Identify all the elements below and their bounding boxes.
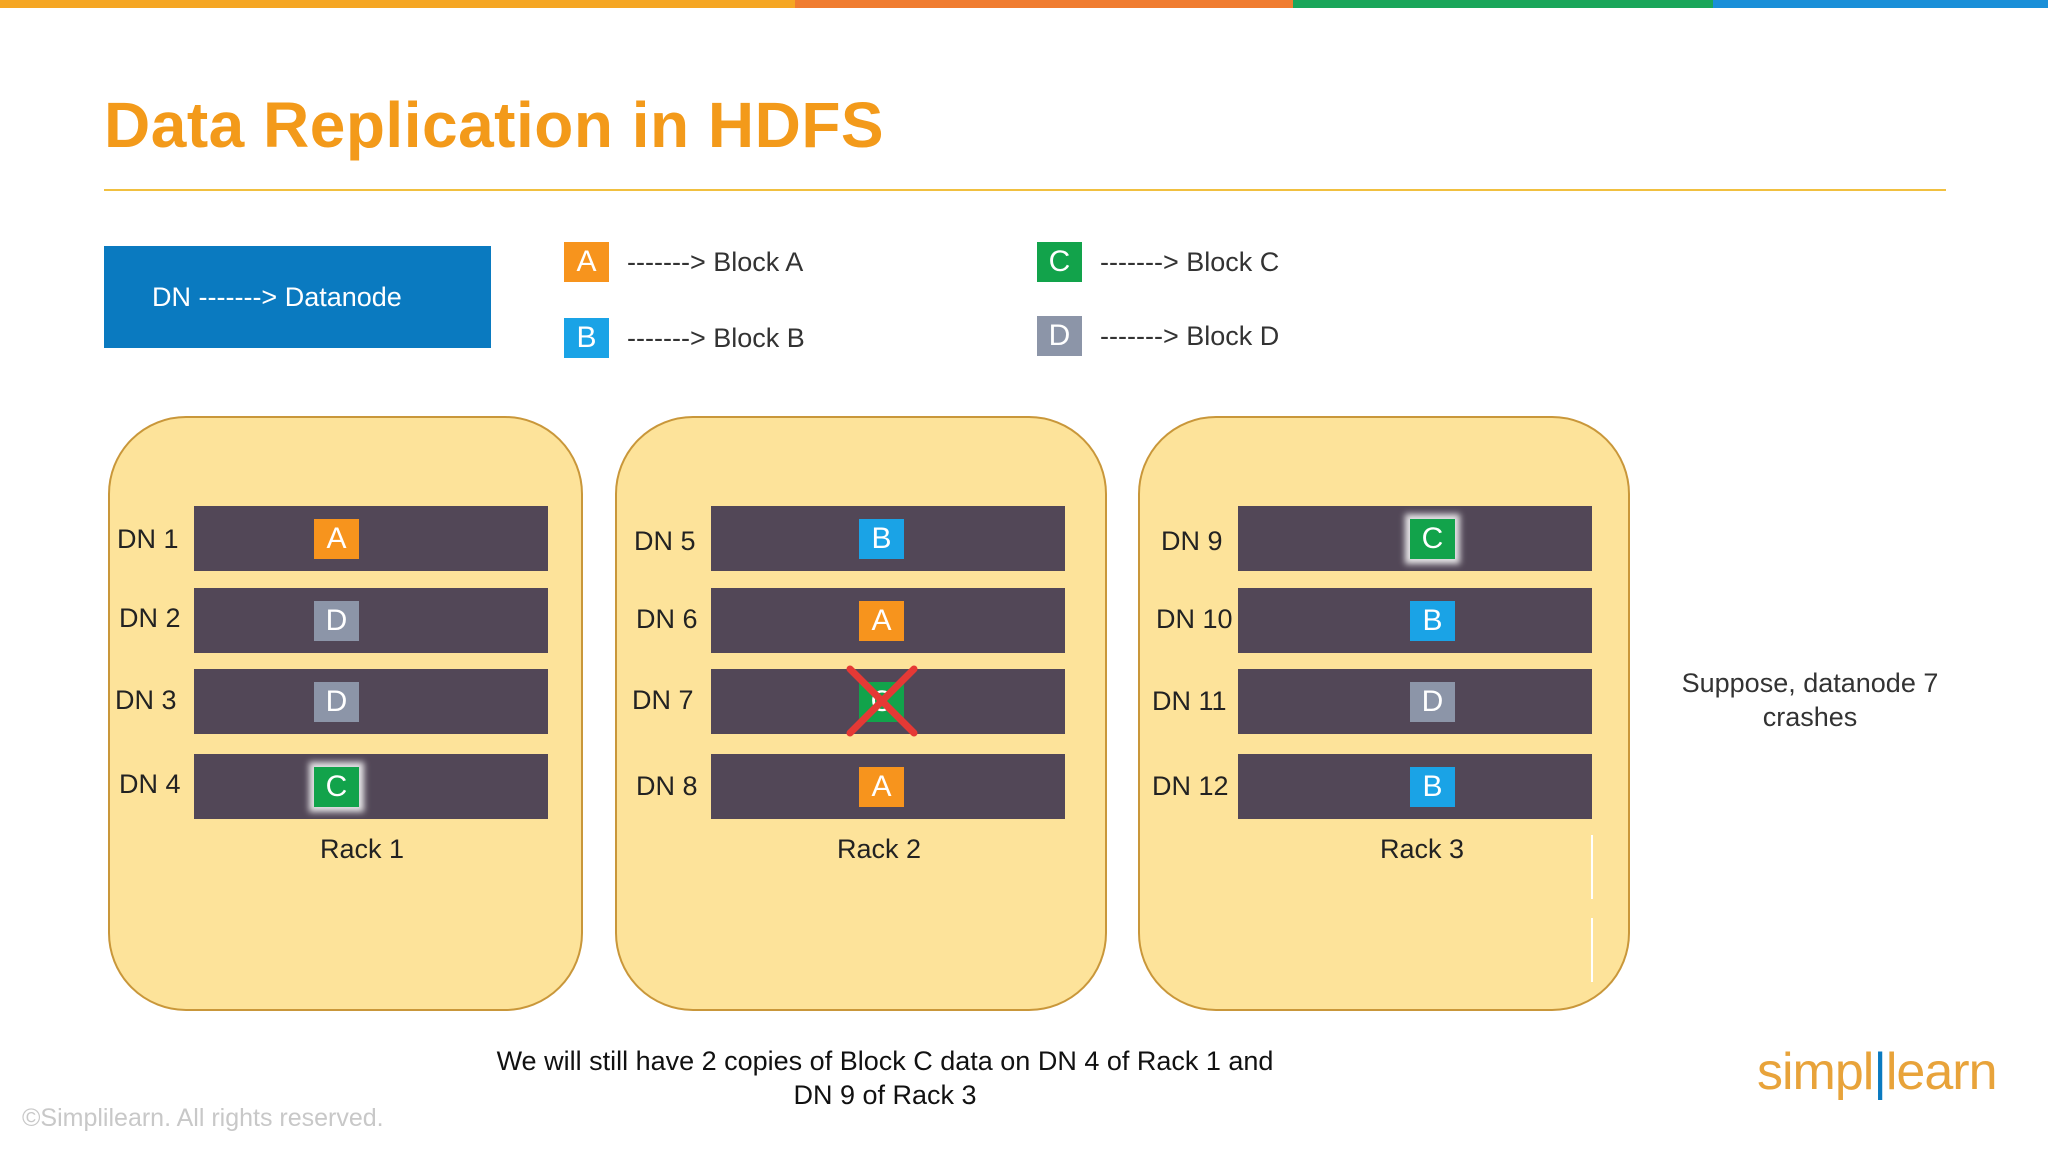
node-label-dn4: DN 4 bbox=[119, 769, 181, 799]
block-c-highlighted: C bbox=[1410, 519, 1455, 559]
rack-label-2: Rack 2 bbox=[836, 834, 922, 864]
node-label-dn10: DN 10 bbox=[1156, 604, 1233, 634]
logo-part-2: learn bbox=[1885, 1043, 1998, 1101]
legend-key-d: D -------> Block D bbox=[1037, 316, 1279, 356]
top-color-bar bbox=[0, 0, 2048, 8]
crash-x-icon bbox=[846, 665, 918, 737]
legend-key-b: B -------> Block B bbox=[564, 318, 805, 358]
legend-block-b: B bbox=[564, 318, 609, 358]
datanode-dn1: A bbox=[194, 506, 548, 571]
datanode-dn10: B bbox=[1238, 588, 1592, 653]
datanode-dn3: D bbox=[194, 669, 548, 734]
logo-i-mark: | bbox=[1873, 1043, 1886, 1101]
block-a: A bbox=[859, 601, 904, 641]
datanode-dn7: C bbox=[711, 665, 1065, 737]
bottom-note-line-2: DN 9 of Rack 3 bbox=[793, 1080, 977, 1110]
node-label-dn11: DN 11 bbox=[1152, 686, 1227, 716]
legend-key-c-text: -------> Block C bbox=[1100, 246, 1280, 277]
rack-label-3: Rack 3 bbox=[1379, 834, 1465, 864]
block-b: B bbox=[859, 519, 904, 559]
legend-block-c: C bbox=[1037, 242, 1082, 282]
node-label-dn12: DN 12 bbox=[1152, 771, 1229, 801]
rack-3-edge-mark bbox=[1591, 835, 1593, 899]
node-label-dn5: DN 5 bbox=[634, 526, 696, 556]
node-label-dn9: DN 9 bbox=[1161, 526, 1223, 556]
block-a: A bbox=[314, 519, 359, 559]
rack-3-edge-mark bbox=[1591, 918, 1593, 982]
node-label-dn6: DN 6 bbox=[636, 604, 698, 634]
bottom-note-line-1: We will still have 2 copies of Block C d… bbox=[496, 1046, 1274, 1076]
top-bar-segment-1 bbox=[0, 0, 795, 8]
block-c-highlighted: C bbox=[314, 767, 359, 807]
legend-key-a-text: -------> Block A bbox=[627, 246, 804, 277]
datanode-dn5: B bbox=[711, 506, 1065, 571]
block-a: A bbox=[859, 767, 904, 807]
simplilearn-logo: simpl|learn bbox=[1757, 1042, 1997, 1102]
datanode-dn2: D bbox=[194, 588, 548, 653]
copyright-notice: ©Simplilearn. All rights reserved. bbox=[22, 1104, 384, 1132]
datanode-dn12: B bbox=[1238, 754, 1592, 819]
block-d: D bbox=[314, 601, 359, 641]
legend-block-d: D bbox=[1037, 316, 1082, 356]
logo-part-1: simpl bbox=[1757, 1043, 1874, 1101]
block-d: D bbox=[314, 682, 359, 722]
rack-label-1: Rack 1 bbox=[319, 834, 405, 864]
top-bar-segment-4 bbox=[1713, 0, 2048, 8]
node-label-dn7: DN 7 bbox=[632, 685, 694, 715]
datanode-dn11: D bbox=[1238, 669, 1592, 734]
legend-key-a: A -------> Block A bbox=[564, 242, 803, 282]
node-label-dn8: DN 8 bbox=[636, 771, 698, 801]
bottom-note: We will still have 2 copies of Block C d… bbox=[460, 1044, 1310, 1112]
datanode-dn8: A bbox=[711, 754, 1065, 819]
block-b: B bbox=[1410, 601, 1455, 641]
datanode-dn9: C bbox=[1238, 506, 1592, 571]
top-bar-segment-3 bbox=[1293, 0, 1713, 8]
datanode-dn6: A bbox=[711, 588, 1065, 653]
legend-block-a: A bbox=[564, 242, 609, 282]
side-note: Suppose, datanode 7 crashes bbox=[1681, 668, 1939, 732]
datanode-dn4: C bbox=[194, 754, 548, 819]
legend-key-c: C -------> Block C bbox=[1037, 242, 1279, 282]
slide-title: Data Replication in HDFS bbox=[104, 89, 885, 161]
node-label-dn2: DN 2 bbox=[119, 603, 181, 633]
node-label-dn3: DN 3 bbox=[115, 685, 177, 715]
node-label-dn1: DN 1 bbox=[117, 524, 179, 554]
title-divider bbox=[104, 189, 1946, 191]
block-b: B bbox=[1410, 767, 1455, 807]
legend-key-d-text: -------> Block D bbox=[1100, 320, 1280, 351]
datanode-legend: DN -------> Datanode bbox=[104, 246, 491, 348]
block-d: D bbox=[1410, 682, 1455, 722]
top-bar-segment-2 bbox=[795, 0, 1293, 8]
legend-key-b-text: -------> Block B bbox=[627, 322, 805, 353]
datanode-legend-text: DN -------> Datanode bbox=[152, 281, 402, 312]
